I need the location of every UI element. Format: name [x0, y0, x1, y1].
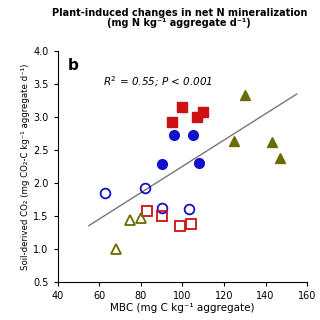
Text: $R^2$ = 0.55; $P$ < 0.001: $R^2$ = 0.55; $P$ < 0.001 [102, 74, 212, 89]
Text: (mg N kg⁻¹ aggregate d⁻¹): (mg N kg⁻¹ aggregate d⁻¹) [107, 18, 251, 28]
Text: Plant-induced changes in net N mineralization: Plant-induced changes in net N mineraliz… [52, 8, 307, 18]
Y-axis label: Soil-derived CO₂ (mg CO₂-C kg⁻¹ aggregate d⁻¹): Soil-derived CO₂ (mg CO₂-C kg⁻¹ aggregat… [21, 63, 30, 269]
X-axis label: MBC (mg C kg⁻¹ aggregate): MBC (mg C kg⁻¹ aggregate) [110, 303, 255, 313]
Text: b: b [68, 58, 78, 73]
